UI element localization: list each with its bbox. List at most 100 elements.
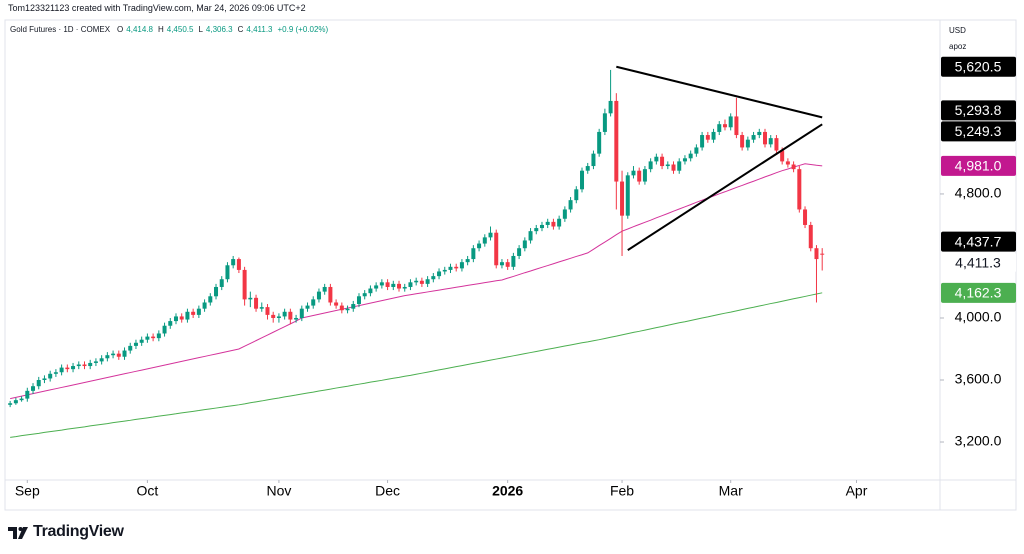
candle-body [620,181,625,216]
chart-frame [4,19,1017,511]
candle-body [682,158,687,162]
candle-body [814,248,819,260]
candle-body [740,135,745,148]
trendline [627,123,823,251]
candle-body [111,353,116,356]
candle-body [31,386,36,391]
brand-logo [8,527,28,539]
candle-body [763,131,768,145]
candle-body [711,131,716,140]
candle-body [254,297,259,309]
candle-body [19,398,24,401]
candle-body [345,308,350,311]
scale-label: apoz [949,42,967,51]
candle-body [25,390,30,399]
candle-body [42,378,47,380]
candle-body [562,209,567,219]
candle-body [139,339,144,343]
candle-body [505,262,510,267]
legend-value: 4,306.3 [205,25,233,34]
candle-body [660,156,665,167]
candle-body [574,189,579,201]
candle-body [151,336,156,339]
candle-body [671,164,676,171]
candle-body [385,282,390,287]
candle-body [642,169,647,182]
candle-body [128,345,133,351]
candle-body [288,311,293,320]
candle-body [808,224,813,249]
candle-body [116,353,121,357]
legend-key: C [237,25,244,34]
candle-body [334,302,339,306]
candle-body [168,321,173,326]
candle-body [597,131,602,154]
x-tick-label: Apr [846,483,868,499]
candle-body [299,308,304,318]
candle-body [294,317,299,320]
candle-body [437,271,442,277]
candle-body [191,311,196,315]
candle-body [494,232,499,266]
candle-body [522,240,527,249]
candle-body [59,367,64,373]
brand-name: TradingView [33,523,124,540]
candle-body [82,364,87,367]
candle-body [431,276,436,280]
candle-body [93,361,98,363]
candle-body [8,403,13,405]
price-tag-label: 5,249.3 [955,123,1002,139]
price-tag-label: 4,981.0 [955,158,1002,174]
candle-body [545,221,550,225]
legend-key: L [198,25,203,34]
trendline [616,65,823,119]
price-tag [941,56,1016,77]
candle-body [534,228,539,232]
candle-body [442,269,447,272]
candle-body [271,314,276,318]
candle-body [797,169,802,210]
x-tick-label: Dec [375,483,400,499]
price-tag-label: 4,411.3 [955,254,1001,270]
candle-body [53,372,58,374]
symbol-legend: Gold Futures · 1D · COMEX O 4,414.8 H 4,450… [10,25,330,34]
candle-body [374,285,379,289]
price-tag [941,252,1016,273]
symbol-title: Gold Futures · 1D · COMEX [10,25,111,34]
candle-body [305,305,310,309]
candle-body [768,138,773,145]
candle-body [591,153,596,167]
candle-body [637,170,642,182]
y-tick-label: 3,600.0 [955,371,1002,387]
moving-average-line [10,163,823,400]
candle-body [265,307,270,315]
candle-body [65,367,70,370]
x-tick-label: Feb [610,483,634,499]
candle-body [728,116,733,128]
x-tick-label: Nov [266,483,291,499]
candle-body [688,153,693,159]
candle-body [528,231,533,241]
candle-body [471,248,476,260]
candle-body [557,218,562,227]
candle-body [454,266,459,269]
candle-body [214,286,219,297]
candle-body [162,325,167,334]
candle-body [780,150,785,162]
candle-body [665,164,670,167]
candle-body [368,288,373,294]
candle-body [282,311,287,317]
candle-body [408,282,413,287]
candle-body [219,279,224,287]
candle-body [745,139,750,148]
price-tag [941,100,1016,121]
candle-body [316,291,321,300]
candle-body [156,333,161,339]
candle-body [700,135,705,148]
candle-body [477,243,482,249]
candle-body [717,124,722,132]
candle-body [236,259,241,270]
candle-body [196,308,201,315]
